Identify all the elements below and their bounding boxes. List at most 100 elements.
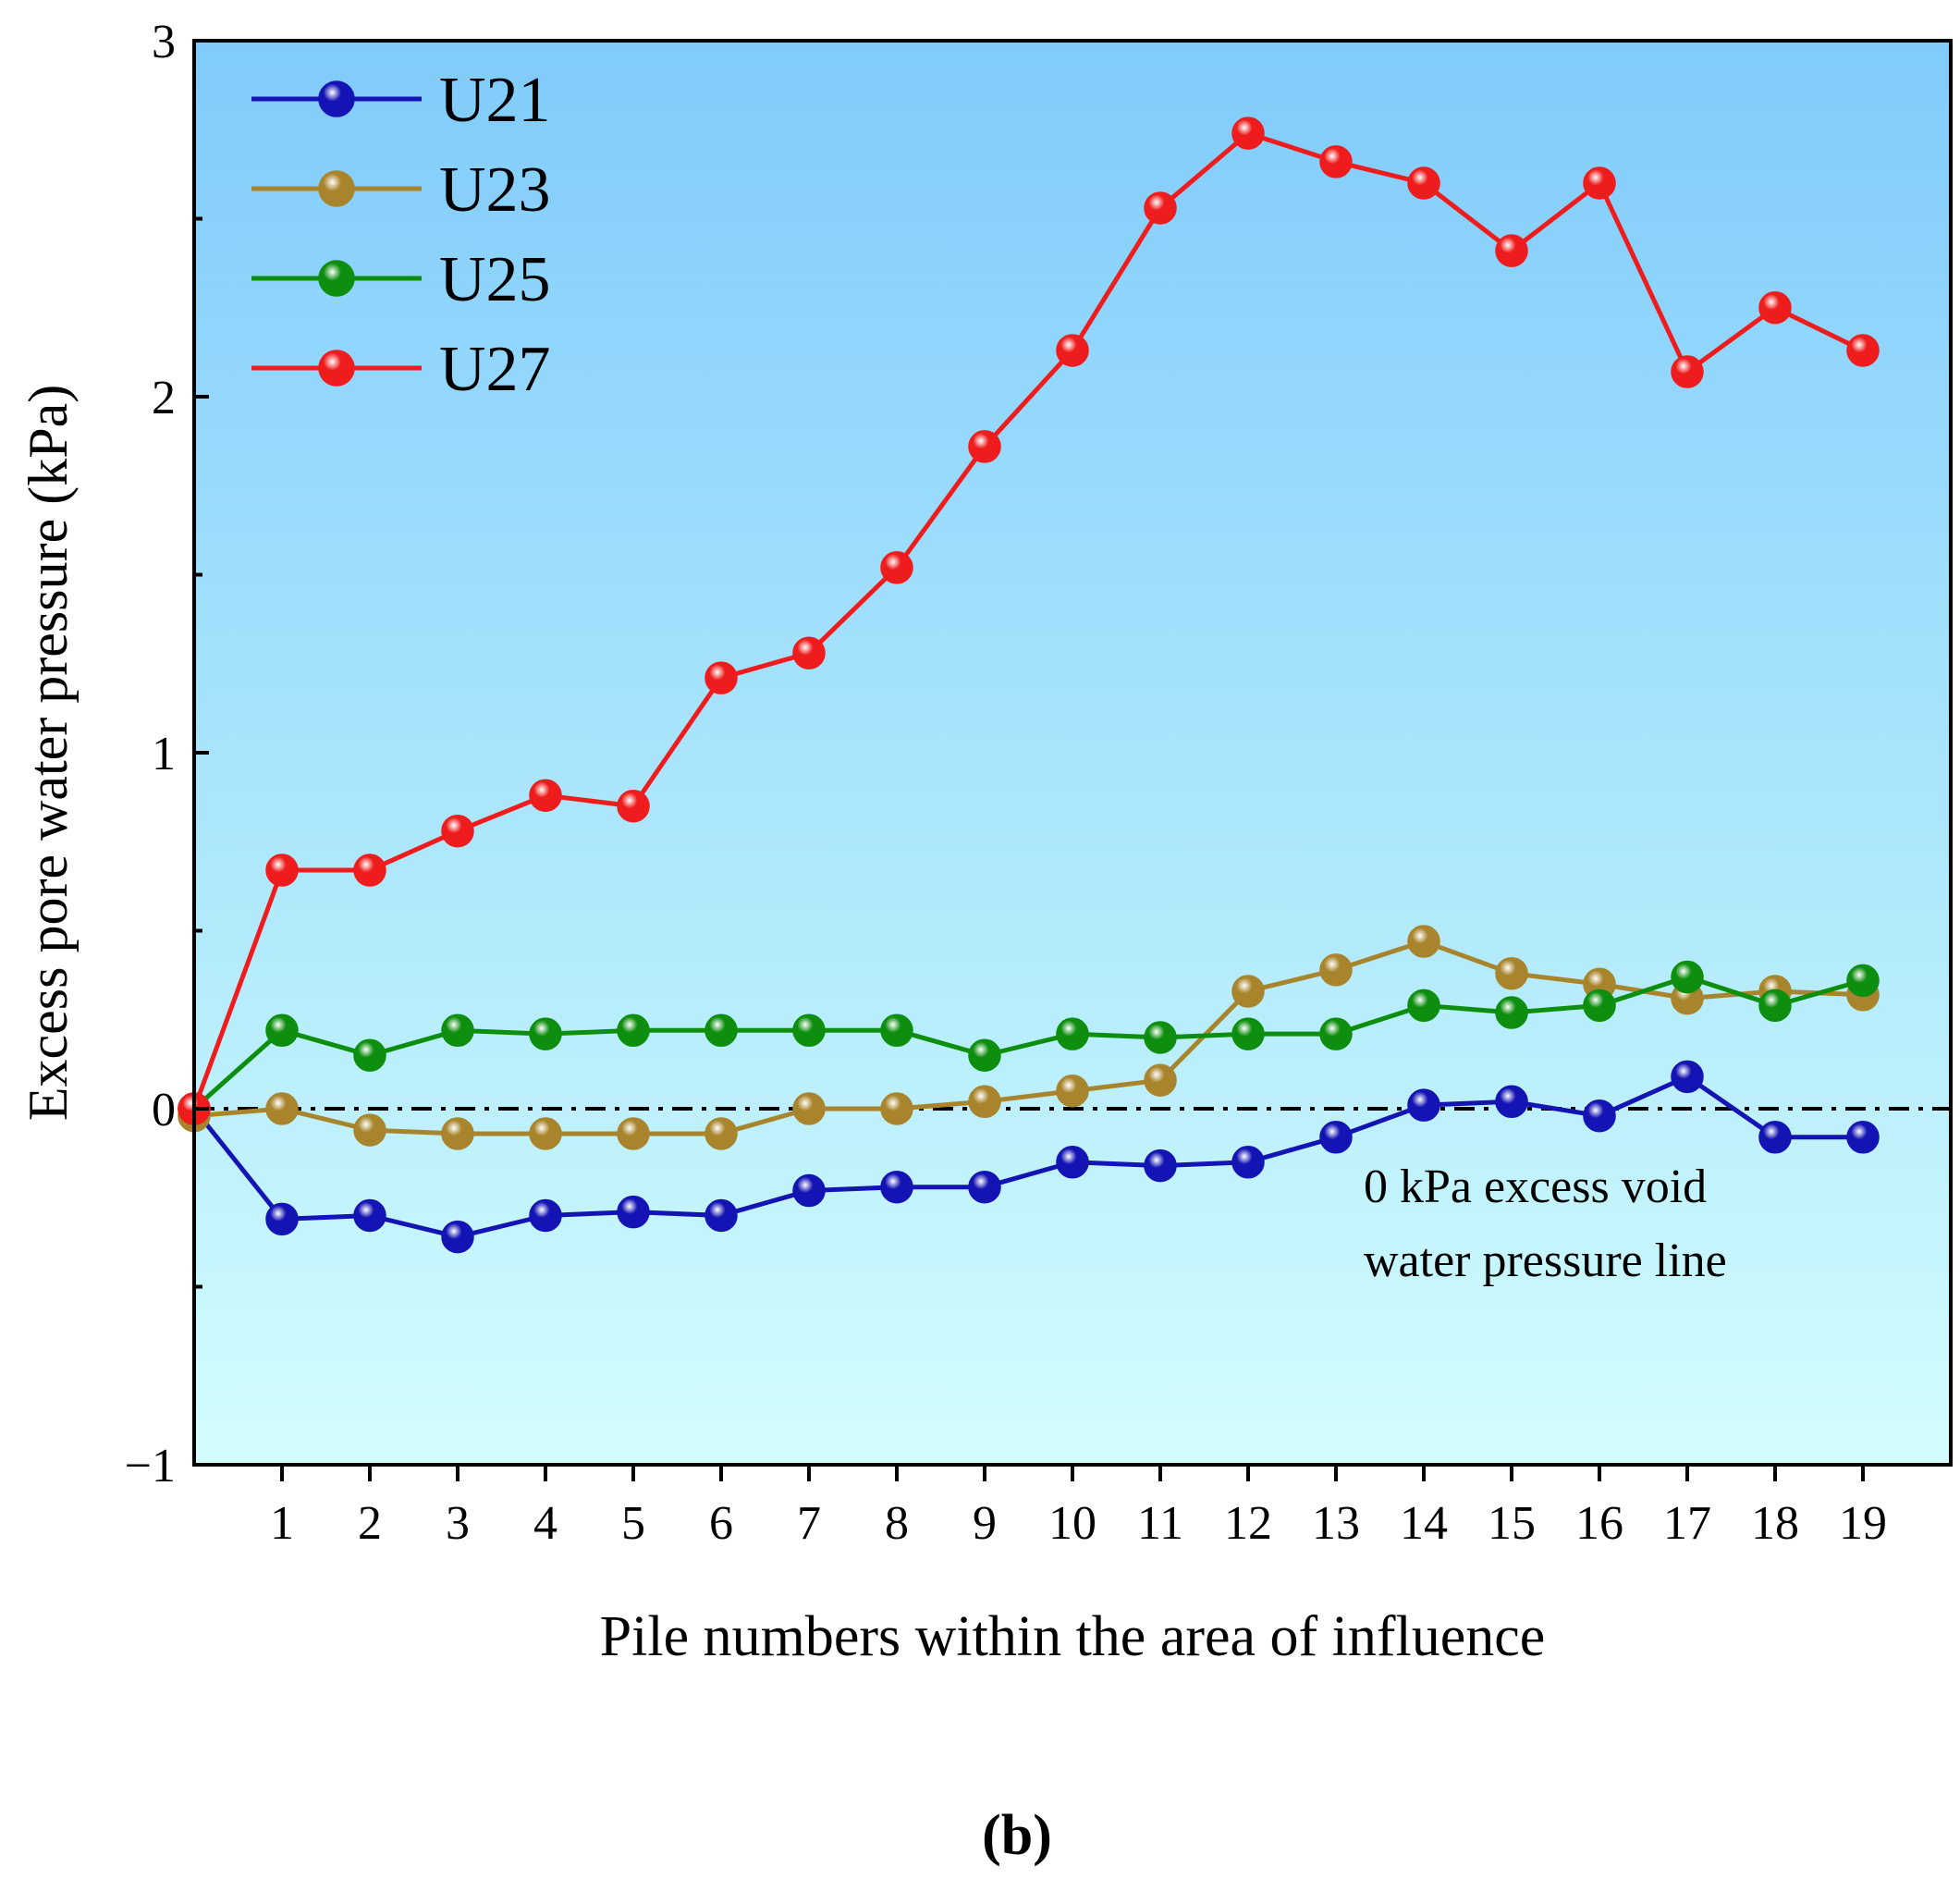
data-point-U23-8 [880,1092,913,1125]
data-point-U25-2 [353,1038,386,1072]
data-point-U23-3 [441,1117,474,1150]
data-point-U25-4 [529,1017,562,1050]
x-tick-label: 2 [358,1497,382,1550]
data-point-U25-3 [441,1013,474,1048]
data-point-U27-10 [1056,334,1089,367]
legend-marker [318,260,355,297]
data-point-U21-15 [1495,1085,1528,1119]
data-point-U27-19 [1846,334,1880,367]
data-point-U21-2 [353,1198,386,1233]
annotation-line-1: 0 kPa excess void [1364,1161,1707,1213]
data-point-U25-12 [1231,1017,1265,1050]
data-point-U25-14 [1407,989,1440,1023]
data-point-U27-13 [1319,145,1353,178]
legend-label: U27 [439,334,551,405]
data-point-U27-8 [880,551,913,584]
data-point-U21-19 [1846,1121,1880,1154]
legend-marker [318,350,355,387]
x-tick-label: 8 [885,1497,909,1550]
legend-label: U21 [439,65,551,136]
data-point-U25-16 [1583,989,1616,1023]
data-point-U25-1 [265,1013,299,1048]
data-point-U21-3 [441,1220,474,1254]
x-axis-label: Pile numbers within the area of influenc… [600,1605,1546,1668]
data-point-U27-1 [265,854,299,887]
data-point-U25-17 [1671,960,1704,994]
data-point-U25-19 [1846,964,1880,998]
x-tick-label: 14 [1400,1497,1448,1550]
data-point-U25-5 [617,1013,650,1048]
data-point-U27-5 [617,790,650,823]
data-point-U23-12 [1231,975,1265,1008]
legend-entry-U25: U25 [251,244,551,315]
data-point-U25-15 [1495,996,1528,1029]
data-point-U21-13 [1319,1121,1353,1154]
x-tick-label: 16 [1575,1497,1623,1550]
panel-label: (b) [982,1804,1052,1867]
series-U27 [178,117,1880,1125]
data-point-U27-18 [1758,291,1792,325]
legend-entry-U27: U27 [251,334,551,405]
x-tick-label: 18 [1751,1497,1799,1550]
data-point-U23-1 [265,1092,299,1125]
data-point-U21-8 [880,1170,913,1204]
x-tick-label: 3 [446,1497,470,1550]
data-point-U21-17 [1671,1060,1704,1094]
data-point-U27-7 [792,636,826,669]
data-point-U21-18 [1758,1121,1792,1154]
data-point-U21-12 [1231,1146,1265,1179]
data-point-U27-12 [1231,117,1265,150]
x-tick-label: 9 [973,1497,997,1550]
data-point-U27-9 [968,430,1001,463]
x-tick-label: 13 [1312,1497,1360,1550]
legend-entry-U23: U23 [251,154,551,226]
data-point-U27-4 [529,779,562,812]
legend-label: U25 [439,244,551,315]
data-point-U21-5 [617,1195,650,1229]
data-point-U23-2 [353,1113,386,1147]
x-tick-label: 6 [709,1497,733,1550]
x-tick-label: 11 [1137,1497,1183,1550]
y-tick-label: 1 [152,728,176,780]
x-tick-label: 19 [1839,1497,1887,1550]
data-point-U25-8 [880,1013,913,1048]
data-point-U21-1 [265,1202,299,1236]
data-point-U23-14 [1407,925,1440,958]
x-tick-label: 1 [270,1497,294,1550]
annotation-line-2: water pressure line [1364,1234,1727,1287]
data-point-U25-11 [1144,1021,1177,1054]
series-U25 [178,960,1880,1125]
data-point-U27-17 [1671,355,1704,388]
legend-entry-U21: U21 [251,65,551,136]
data-point-U27-3 [441,814,474,848]
data-point-U23-9 [968,1085,1001,1119]
y-axis-label: Excess pore water pressure (kPa) [18,385,79,1121]
data-point-U27-14 [1407,166,1440,200]
data-point-U21-4 [529,1198,562,1233]
legend-label: U23 [439,154,551,226]
y-tick-label: 0 [152,1084,176,1136]
legend-marker [318,170,355,207]
x-tick-label: 12 [1224,1497,1272,1550]
data-point-U23-11 [1144,1063,1177,1097]
x-tick-label: 4 [533,1497,557,1550]
x-tick-label: 17 [1663,1497,1711,1550]
data-point-U21-10 [1056,1146,1089,1179]
data-point-U25-18 [1758,989,1792,1023]
y-tick-label: 3 [152,16,176,68]
data-point-U27-2 [353,854,386,887]
data-point-U25-7 [792,1013,826,1048]
data-point-U23-15 [1495,956,1528,990]
legend-marker [318,80,355,117]
data-point-U21-7 [792,1173,826,1208]
data-point-U23-13 [1319,953,1353,987]
data-point-U25-13 [1319,1017,1353,1050]
data-point-U23-4 [529,1117,562,1150]
data-point-U23-5 [617,1117,650,1150]
data-point-U21-11 [1144,1148,1177,1183]
data-point-U27-16 [1583,166,1616,200]
data-point-U25-10 [1056,1017,1089,1050]
data-point-U27-11 [1144,191,1177,225]
data-point-U23-7 [792,1092,826,1125]
